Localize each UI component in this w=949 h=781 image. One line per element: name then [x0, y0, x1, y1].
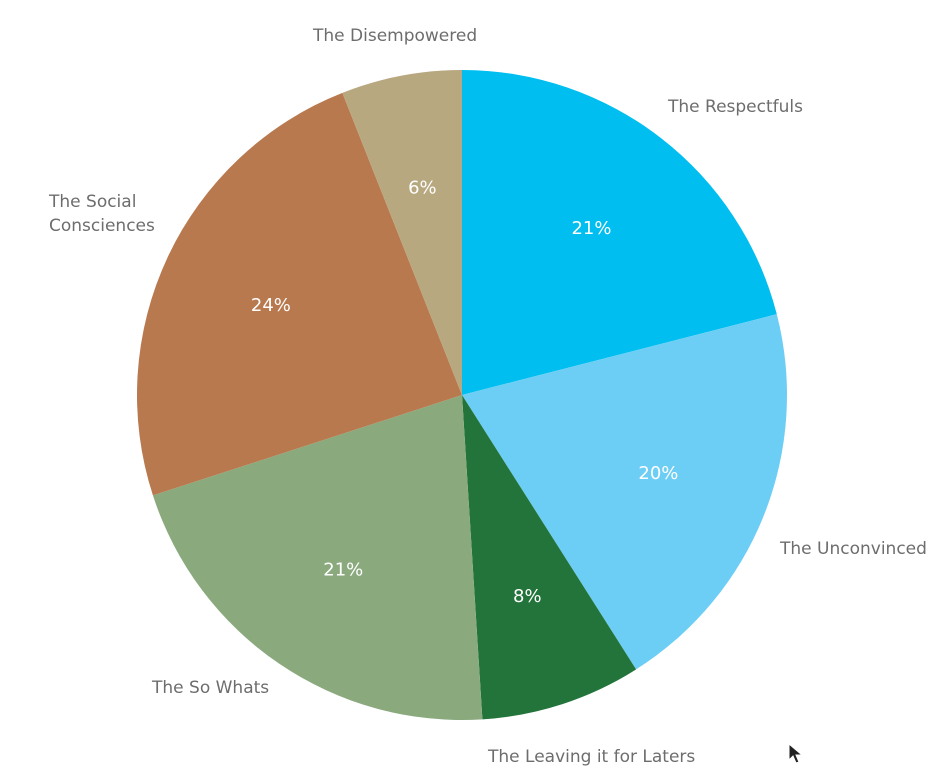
pie-slice: [462, 70, 777, 395]
pie-slice: [462, 314, 787, 670]
slice-category-label: The Unconvinced: [780, 539, 927, 559]
slice-percent-label: 24%: [251, 295, 291, 316]
pie-slice: [152, 395, 483, 721]
pie-slices: [137, 70, 787, 721]
slice-percent-label: 8%: [513, 586, 542, 607]
pie-slice: [462, 395, 637, 720]
slice-percent-label: 21%: [323, 560, 363, 581]
slice-category-label: The So Whats: [152, 678, 270, 698]
slice-percent-label: 20%: [638, 463, 678, 484]
slice-category-label: The Social Consciences: [49, 192, 155, 236]
slice-category-label: The Leaving it for Laters: [488, 747, 696, 767]
slice-percent-label: 6%: [408, 178, 437, 199]
slice-percent-label: 21%: [571, 218, 611, 239]
mouse-cursor-icon: [788, 743, 804, 764]
pie-slice: [137, 92, 462, 496]
slice-category-label: The Disempowered: [313, 26, 478, 46]
slice-category-label: The Respectfuls: [668, 97, 803, 117]
percent-labels: 21% 20% 8% 21% 24% 6%: [251, 178, 679, 607]
pie-slice: [342, 70, 462, 395]
